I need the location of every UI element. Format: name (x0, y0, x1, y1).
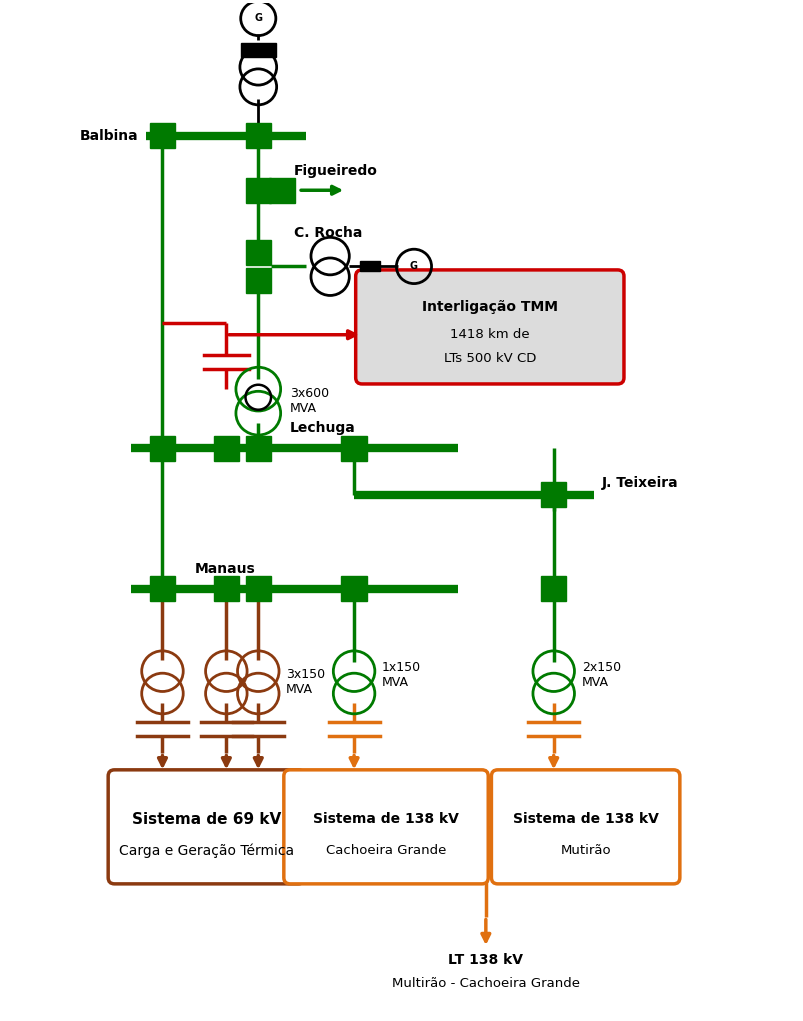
Bar (341, 436, 366, 460)
Text: C. Rocha: C. Rocha (294, 227, 362, 240)
FancyBboxPatch shape (108, 770, 304, 884)
Text: Sistema de 138 kV: Sistema de 138 kV (512, 812, 658, 826)
Text: Figueiredo: Figueiredo (294, 163, 377, 178)
FancyBboxPatch shape (283, 770, 487, 884)
Text: 2x150
MVA: 2x150 MVA (581, 661, 620, 688)
Text: Manaus: Manaus (194, 563, 255, 576)
Bar (269, 178, 295, 203)
Bar (149, 124, 175, 148)
Text: Mutirão: Mutirão (560, 843, 610, 857)
Bar (540, 576, 566, 601)
Bar (245, 124, 271, 148)
Bar (240, 43, 275, 57)
FancyBboxPatch shape (355, 270, 623, 384)
Bar (214, 436, 238, 460)
Bar (341, 576, 366, 601)
Text: Lechuga: Lechuga (290, 422, 356, 436)
Bar (245, 268, 271, 293)
Bar (360, 261, 379, 272)
Bar (245, 436, 271, 460)
Bar (540, 482, 566, 507)
Bar (245, 178, 271, 203)
Bar (245, 576, 271, 601)
Text: G: G (254, 13, 262, 23)
Text: 1418 km de: 1418 km de (450, 328, 529, 341)
Text: 3x150
MVA: 3x150 MVA (286, 669, 325, 696)
Bar (214, 576, 238, 601)
Bar (245, 240, 271, 265)
Text: LTs 500 kV CD: LTs 500 kV CD (443, 351, 536, 364)
Text: Balbina: Balbina (79, 129, 138, 143)
Text: 3x600
MVA: 3x600 MVA (290, 387, 329, 416)
FancyBboxPatch shape (491, 770, 679, 884)
Text: 1x150
MVA: 1x150 MVA (381, 661, 421, 688)
Text: LT 138 kV: LT 138 kV (448, 953, 523, 967)
Text: Interligação TMM: Interligação TMM (422, 300, 557, 314)
Bar (149, 436, 175, 460)
Text: Sistema de 138 kV: Sistema de 138 kV (312, 812, 459, 826)
Text: Cachoeira Grande: Cachoeira Grande (325, 843, 446, 857)
Text: Carga e Geração Térmica: Carga e Geração Térmica (119, 843, 294, 858)
Text: Sistema de 69 kV: Sistema de 69 kV (132, 812, 281, 827)
Text: J. Teixeira: J. Teixeira (601, 476, 678, 490)
Text: G: G (410, 261, 418, 272)
Bar (149, 576, 175, 601)
Text: Multirão - Cachoeira Grande: Multirão - Cachoeira Grande (391, 976, 579, 989)
